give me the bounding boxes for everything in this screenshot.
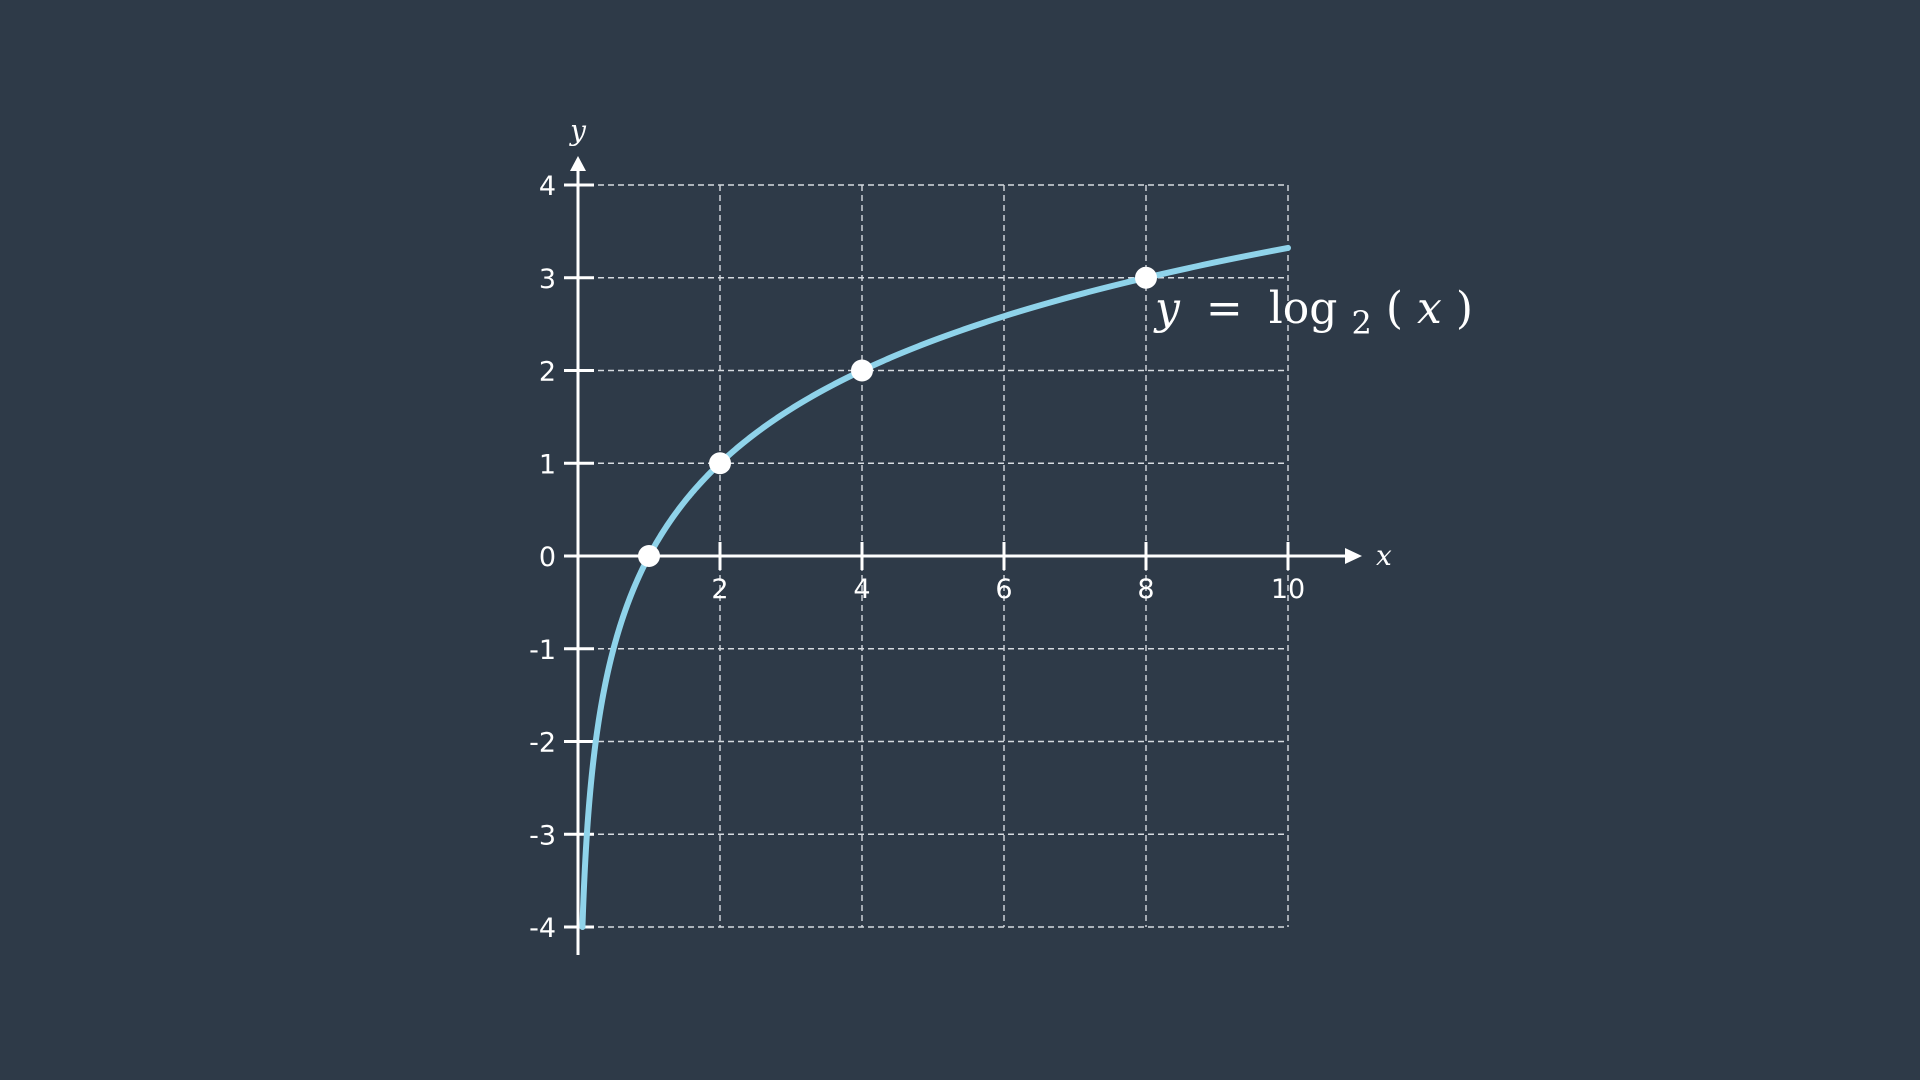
points-layer bbox=[638, 266, 1157, 567]
y-tick-label-neg4: -4 bbox=[529, 913, 556, 944]
y-axis-arrow bbox=[570, 156, 586, 171]
data-point-4-2 bbox=[851, 359, 873, 382]
data-point-2-1 bbox=[709, 452, 731, 475]
function-label-y: y bbox=[1153, 283, 1181, 334]
x-axis-label: x bbox=[1376, 539, 1392, 572]
y-tick-label-neg2: -2 bbox=[529, 728, 556, 759]
x-tick-label-4: 4 bbox=[853, 574, 870, 605]
axes bbox=[564, 156, 1362, 955]
data-point-8-3 bbox=[1135, 266, 1157, 289]
x-tick-label-6: 6 bbox=[995, 574, 1012, 605]
y-tick-label-neg1: -1 bbox=[529, 635, 556, 666]
series-line-0 bbox=[579, 244, 1291, 930]
x-tick-label-10: 10 bbox=[1271, 574, 1305, 605]
x-tick-label-2: 2 bbox=[711, 574, 728, 605]
y-tick-label-3: 3 bbox=[539, 264, 556, 295]
y-tick-label-4: 4 bbox=[539, 171, 556, 202]
function-label-close: ) bbox=[1456, 283, 1473, 334]
labels-layer: 2 4 6 8 10 -4 -3 -2 -1 0 1 2 3 4 x y bbox=[529, 114, 1392, 944]
function-label-arg: x bbox=[1417, 283, 1442, 334]
function-label-base: 2 bbox=[1351, 304, 1371, 342]
x-tick-label-8: 8 bbox=[1137, 574, 1154, 605]
y-tick-label-1: 1 bbox=[539, 449, 556, 480]
function-label: y = log 2 ( x ) bbox=[1153, 283, 1473, 345]
data-point-1-0 bbox=[638, 545, 660, 567]
y-tick-label-0: 0 bbox=[539, 542, 556, 573]
function-label-eq: = bbox=[1206, 283, 1243, 334]
x-axis-arrow bbox=[1345, 548, 1362, 564]
y-axis-label: y bbox=[568, 114, 587, 147]
function-label-fn: log bbox=[1269, 283, 1338, 334]
y-tick-label-2: 2 bbox=[539, 357, 556, 388]
y-tick-label-neg3: -3 bbox=[529, 820, 556, 851]
function-label-open: ( bbox=[1386, 283, 1403, 334]
curve-layer bbox=[579, 244, 1291, 930]
